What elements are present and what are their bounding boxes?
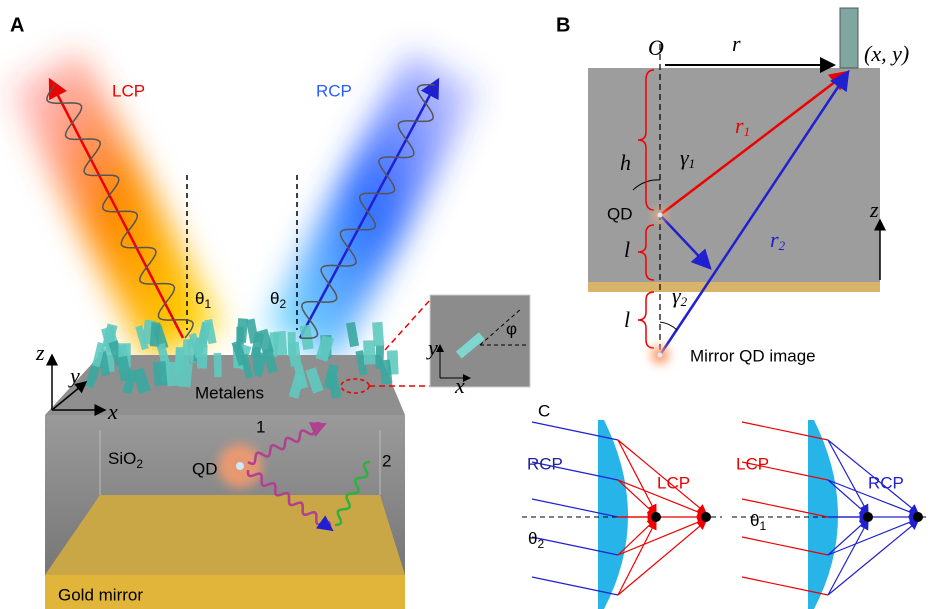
angle-label: θ2 (528, 529, 544, 551)
pillar (246, 319, 259, 344)
pillar (150, 322, 160, 347)
subscript: 2 (681, 294, 688, 309)
mirror-qd (658, 353, 663, 358)
axis-label: x (454, 373, 465, 398)
axis-label: y (68, 363, 80, 388)
beam-label: RCP (316, 81, 352, 100)
rcp-glow (300, 70, 445, 345)
pillar (363, 340, 375, 364)
focus (651, 512, 661, 522)
qd (658, 213, 663, 218)
lens-diagrams (522, 420, 930, 609)
qd-label: QD (192, 459, 218, 478)
panel-label: C (538, 401, 550, 420)
angle-label: φ (506, 319, 517, 338)
pillar (214, 353, 222, 377)
angle-arc (660, 322, 677, 330)
substrate (588, 68, 880, 282)
focus (701, 512, 711, 522)
path-label: 1 (256, 417, 265, 436)
figure: A LCP RCP θ1 θ2 Metalens z y x SiO2 QD 1… (0, 0, 930, 609)
pillar (840, 8, 858, 68)
angle-label: θ1 (195, 289, 211, 311)
lens (598, 420, 628, 609)
focused-label: RCP (868, 473, 904, 492)
symbol: θ (270, 289, 279, 308)
pillar (197, 344, 208, 368)
ray (618, 519, 706, 555)
zoom-line (385, 300, 430, 350)
panel-label: B (556, 14, 570, 36)
pillar (153, 361, 168, 386)
point-label: (x, y) (864, 41, 909, 66)
distance-label: l (624, 237, 630, 262)
panel-label: A (10, 14, 24, 36)
ray (828, 521, 918, 595)
axis-label: x (107, 399, 118, 424)
qd (236, 462, 244, 470)
radius-label: r (732, 31, 741, 56)
ray (618, 521, 706, 595)
brace (638, 292, 654, 348)
subscript: 2 (279, 297, 286, 311)
gold-top (45, 495, 405, 575)
lens (808, 420, 838, 609)
path-label: 2 (382, 451, 391, 470)
pillar (236, 318, 248, 343)
subscript: 1 (759, 519, 766, 533)
subscript: 2 (537, 537, 544, 551)
focus (863, 512, 873, 522)
lcp-arrow (50, 80, 183, 338)
distance-label: l (624, 307, 630, 332)
focus (913, 512, 923, 522)
incident-label: RCP (527, 454, 563, 473)
gold-mirror (588, 282, 880, 292)
metalens-label: Metalens (195, 383, 264, 402)
symbol: θ (195, 289, 204, 308)
subscript: 2 (779, 238, 786, 253)
beam-label: LCP (112, 81, 145, 100)
symbol: θ (750, 511, 759, 530)
angle-label: θ1 (750, 511, 766, 533)
ray (828, 519, 918, 555)
inset (430, 295, 530, 387)
axis-label: z (869, 197, 879, 222)
symbol: SiO (108, 449, 136, 468)
subscript: 1 (689, 156, 696, 171)
subscript: 1 (744, 124, 751, 139)
symbol: θ (528, 529, 537, 548)
axis-label: y (426, 335, 438, 360)
incident-label: LCP (736, 454, 769, 473)
subscript: 1 (204, 297, 211, 311)
qd-label: QD (607, 204, 633, 223)
image-label: Mirror QD image (690, 346, 816, 365)
axis-label: z (35, 340, 45, 365)
pillar (273, 331, 287, 356)
pillar (175, 347, 185, 371)
beams (45, 70, 445, 345)
focused-label: LCP (657, 473, 690, 492)
mirror-label: Gold mirror (58, 585, 143, 604)
origin-label: O (648, 35, 664, 60)
subscript: 2 (136, 457, 143, 471)
height-label: h (620, 150, 631, 175)
